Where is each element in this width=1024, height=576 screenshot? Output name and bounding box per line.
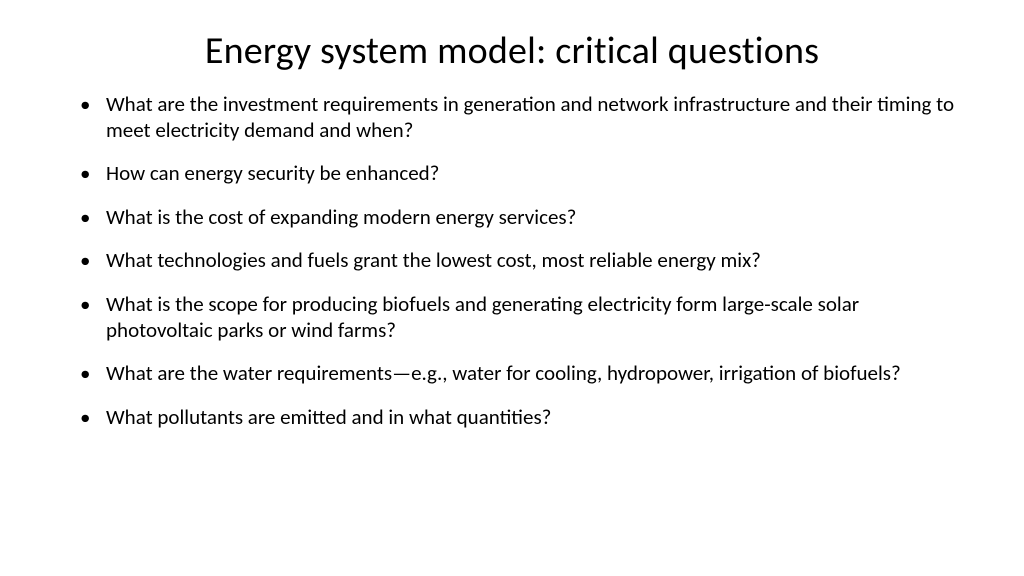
list-item: What is the scope for producing biofuels… <box>88 292 964 343</box>
list-item: What pollutants are emitted and in what … <box>88 405 964 431</box>
bullet-list: What are the investment requirements in … <box>60 92 964 430</box>
list-item: What is the cost of expanding modern ene… <box>88 205 964 231</box>
list-item: What technologies and fuels grant the lo… <box>88 248 964 274</box>
slide-title: Energy system model: critical questions <box>60 28 964 74</box>
list-item: What are the investment requirements in … <box>88 92 964 143</box>
list-item: How can energy security be enhanced? <box>88 161 964 187</box>
list-item: What are the water requirements—e.g., wa… <box>88 361 964 387</box>
